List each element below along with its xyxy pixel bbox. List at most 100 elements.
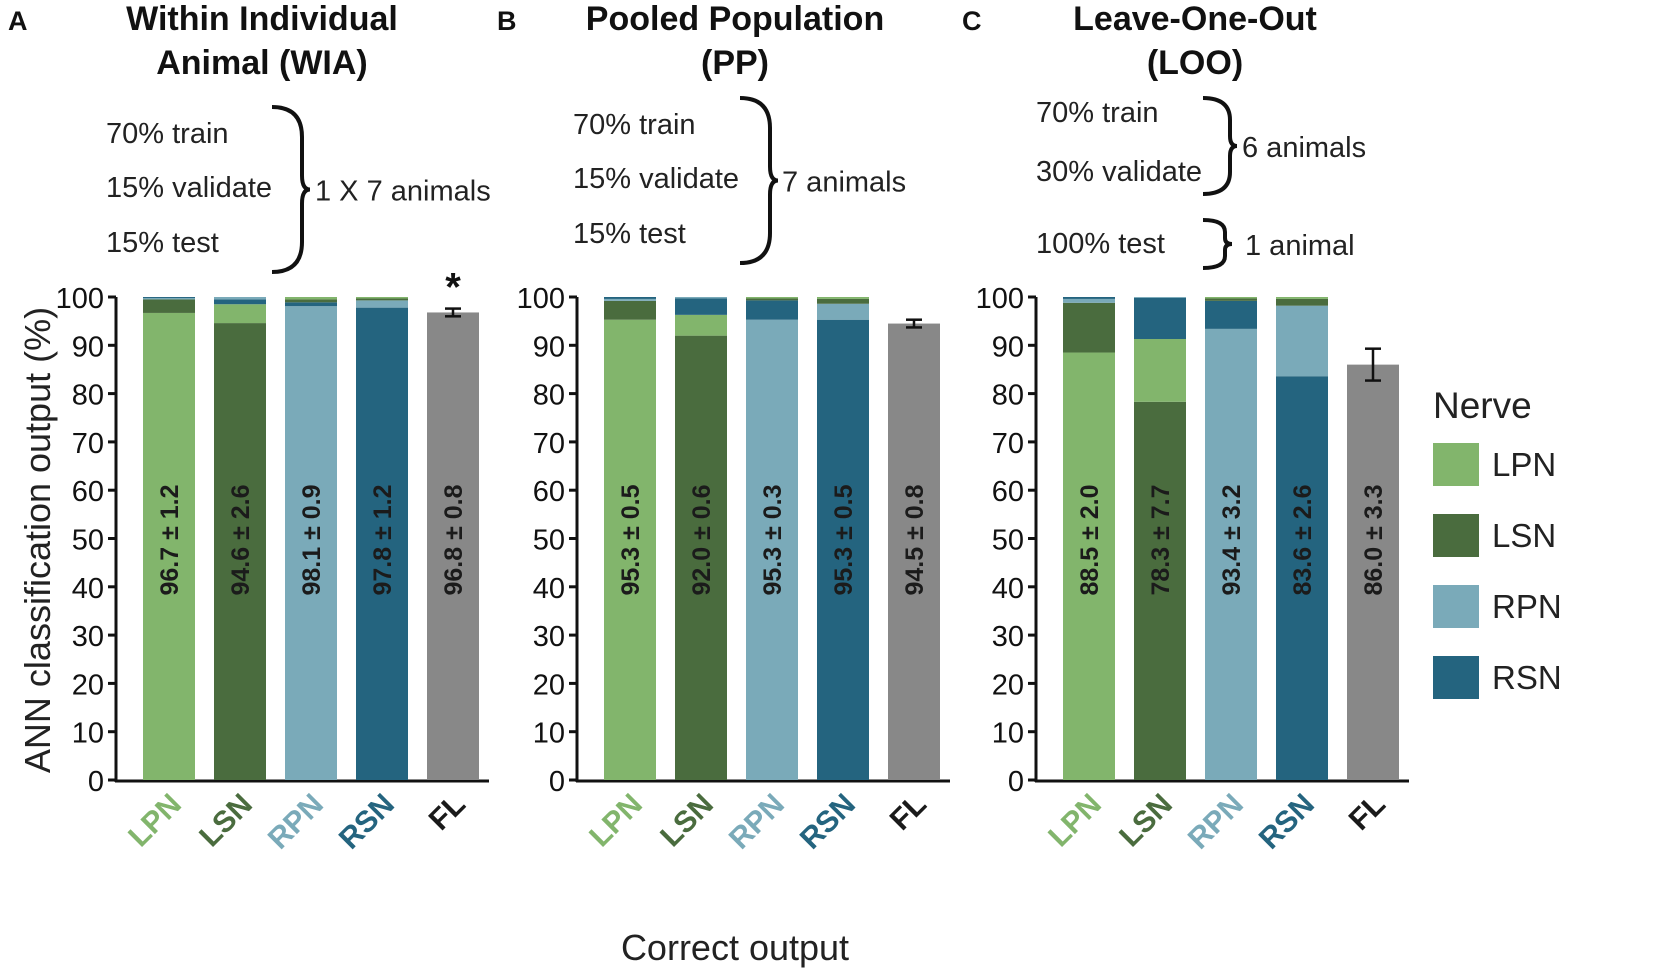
bar-value-label: 96.8 ± 0.8 (440, 484, 468, 595)
y-tick-label: 0 (549, 766, 565, 798)
bar-segment-rsn (817, 319, 869, 780)
protocol-line: 15% test (106, 227, 219, 259)
bar-segment-lpn (1134, 339, 1186, 402)
y-tick-label: 70 (992, 428, 1024, 460)
bar-segment-lsn (1205, 298, 1257, 301)
bar-segment-lsn (604, 300, 656, 320)
y-tick-label: 100 (56, 283, 104, 315)
y-tick-label: 90 (72, 331, 104, 363)
brace (271, 105, 311, 274)
bar-segment-rpn (1276, 305, 1328, 377)
category-label: LPN (1042, 788, 1108, 854)
bar-fl (427, 312, 479, 780)
protocol-line: 15% validate (573, 163, 739, 195)
bar-segment-lsn (746, 298, 798, 301)
legend-label: LPN (1492, 446, 1556, 483)
y-tick-label: 80 (533, 380, 565, 412)
bar-value-label: 78.3 ± 7.7 (1147, 484, 1175, 595)
protocol-line: 15% validate (106, 172, 272, 204)
legend-swatch-rpn (1433, 585, 1479, 628)
bar-segment-rpn (675, 297, 727, 299)
bar-value-label: 94.5 ± 0.8 (901, 484, 929, 595)
bar-segment-rpn (604, 298, 656, 301)
y-tick-label: 60 (992, 476, 1024, 508)
category-label: LSN (193, 788, 259, 854)
y-tick-label: 10 (533, 718, 565, 750)
y-tick-label: 80 (992, 380, 1024, 412)
y-tick-label: 20 (533, 669, 565, 701)
bar-segment-lpn (1276, 297, 1328, 299)
bar-value-label: 97.8 ± 1.2 (369, 484, 397, 595)
category-label: RSN (1253, 788, 1321, 856)
bar-segment-rsn (675, 298, 727, 315)
category-label: RPN (262, 788, 330, 856)
bar-value-label: 98.1 ± 0.9 (298, 484, 326, 595)
y-tick-label: 100 (517, 283, 565, 315)
category-label: FL (884, 788, 933, 837)
bar-segment-rpn (1134, 297, 1186, 298)
panel-letter: A (8, 6, 28, 36)
panel-b: B Pooled Population (PP)70% train 15% valid… (497, 0, 950, 856)
bar-segment-rpn (1063, 298, 1115, 303)
brace-label: 7 animals (782, 167, 906, 199)
bar-value-label: 93.4 ± 3.2 (1218, 484, 1246, 595)
bar-segment-lsn (285, 299, 337, 303)
y-tick-label: 20 (992, 669, 1024, 701)
panel-title-line: (LOO) (1147, 44, 1243, 82)
significance-marker: * (445, 266, 461, 310)
brace-label: 1 animal (1245, 230, 1355, 262)
category-label: LPN (583, 788, 649, 854)
brace-label: 1 X 7 animals (315, 176, 491, 208)
category-label: RPN (723, 788, 791, 856)
bar-segment-lpn (1063, 352, 1115, 780)
brace-label: 6 animals (1242, 132, 1366, 164)
y-tick-label: 10 (992, 718, 1024, 750)
bar-value-label: 92.0 ± 0.6 (688, 484, 716, 595)
bar-segment-rsn (285, 302, 337, 307)
bar-segment-rpn (1205, 328, 1257, 780)
panel-title-line: Within Individual (126, 0, 398, 38)
bar-segment-rsn (1276, 376, 1328, 780)
bar-segment-rsn (356, 307, 408, 780)
y-tick-label: 60 (72, 476, 104, 508)
category-label: LPN (122, 788, 188, 854)
bar-segment-lpn (285, 297, 337, 300)
bar-value-label: 96.7 ± 1.2 (156, 484, 184, 595)
bar-segment-lsn (356, 298, 408, 301)
y-tick-label: 0 (1008, 766, 1024, 798)
y-tick-label: 100 (976, 283, 1024, 315)
category-label: LSN (654, 788, 720, 854)
bar-segment-lpn (1205, 297, 1257, 299)
bar-fl (1347, 364, 1399, 780)
y-tick-label: 70 (533, 428, 565, 460)
panel-title-line: Pooled Population (586, 0, 884, 38)
panel-c: C Leave-One-Out (LOO) 70% train 30% validate… (962, 0, 1409, 856)
bar-value-label: 83.6 ± 2.6 (1289, 484, 1317, 595)
category-label: FL (1343, 788, 1392, 837)
y-tick-label: 50 (992, 525, 1024, 557)
y-tick-label: 50 (533, 525, 565, 557)
bar-segment-rsn (1063, 297, 1115, 299)
y-tick-label: 50 (72, 525, 104, 557)
y-tick-label: 0 (88, 766, 104, 798)
bar-value-label: 95.3 ± 0.3 (759, 484, 787, 595)
legend-label: LSN (1492, 517, 1556, 554)
bar-segment-lsn (817, 298, 869, 304)
bar-segment-lpn (604, 319, 656, 780)
y-tick-label: 70 (72, 428, 104, 460)
protocol-line: 30% validate (1036, 156, 1202, 188)
legend-swatch-lpn (1433, 443, 1479, 486)
bar-segment-lpn (746, 297, 798, 299)
y-tick-label: 30 (72, 621, 104, 653)
category-label: RSN (333, 788, 401, 856)
y-tick-label: 30 (992, 621, 1024, 653)
y-tick-label: 20 (72, 669, 104, 701)
bar-segment-rsn (1134, 297, 1186, 340)
bar-segment-rsn (214, 299, 266, 305)
protocol-line: 70% train (573, 109, 696, 141)
bar-segment-lsn (675, 335, 727, 780)
y-tick-label: 40 (533, 573, 565, 605)
bar-segment-rsn (1205, 300, 1257, 329)
y-tick-label: 90 (992, 331, 1024, 363)
